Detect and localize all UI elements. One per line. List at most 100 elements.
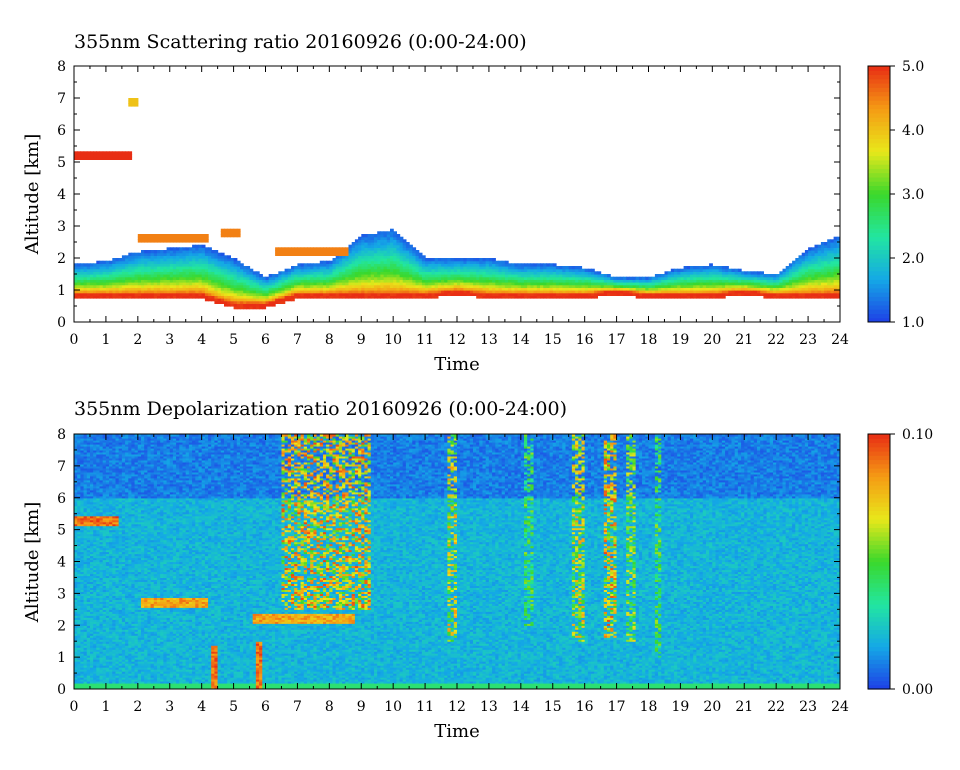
heatmap-cell bbox=[224, 268, 228, 272]
heatmap-cell bbox=[415, 282, 420, 286]
heatmap-cell bbox=[476, 295, 480, 299]
heatmap-cell bbox=[224, 282, 228, 286]
heatmap-cell bbox=[431, 290, 436, 294]
heatmap-cell bbox=[83, 268, 88, 272]
heatmap-cell bbox=[836, 290, 840, 294]
heatmap-cell bbox=[230, 295, 235, 299]
heatmap-cell bbox=[182, 271, 187, 275]
panel-2-heatmap bbox=[74, 434, 840, 689]
heatmap-cell bbox=[396, 282, 401, 286]
heatmap-cell bbox=[297, 274, 302, 278]
heatmap-cell bbox=[74, 617, 78, 620]
heatmap-cell bbox=[396, 236, 401, 240]
heatmap-cell bbox=[74, 521, 78, 525]
heatmap-cell bbox=[102, 284, 107, 288]
heatmap-cell bbox=[386, 236, 391, 240]
heatmap-cell bbox=[112, 271, 117, 275]
heatmap-cell bbox=[105, 279, 110, 283]
heatmap-cell bbox=[195, 274, 200, 278]
heatmap-cell bbox=[702, 276, 707, 280]
heatmap-cell bbox=[718, 266, 723, 270]
heatmap-cell bbox=[74, 154, 78, 158]
heatmap-cell bbox=[182, 234, 187, 238]
heatmap-cell bbox=[699, 284, 704, 288]
heatmap-cell bbox=[686, 290, 691, 294]
heatmap-cell bbox=[664, 279, 669, 283]
heatmap-cell bbox=[575, 290, 579, 294]
heatmap-cell bbox=[801, 282, 806, 286]
heatmap-cell bbox=[683, 292, 688, 296]
heatmap-cell bbox=[782, 290, 787, 294]
heatmap-cell bbox=[587, 276, 592, 280]
heatmap-cell bbox=[504, 292, 509, 296]
heatmap-cell bbox=[683, 284, 688, 288]
heatmap-cell bbox=[77, 669, 81, 672]
heatmap-cell bbox=[367, 282, 372, 286]
heatmap-cell bbox=[268, 295, 273, 299]
heatmap-cell bbox=[102, 266, 107, 270]
heatmap-cell bbox=[833, 260, 838, 264]
heatmap-cell bbox=[329, 263, 334, 267]
heatmap-cell bbox=[77, 553, 81, 557]
heatmap-cell bbox=[683, 271, 688, 275]
heatmap-cell bbox=[380, 255, 385, 259]
heatmap-cell bbox=[348, 284, 353, 288]
heatmap-cell bbox=[166, 284, 171, 288]
heatmap-cell bbox=[179, 250, 184, 254]
heatmap-cell bbox=[172, 276, 177, 280]
heatmap-cell bbox=[115, 258, 120, 262]
heatmap-cell bbox=[236, 287, 241, 291]
heatmap-cell bbox=[814, 263, 819, 267]
heatmap-cell bbox=[141, 252, 145, 256]
heatmap-cell bbox=[584, 295, 589, 299]
heatmap-cell bbox=[785, 279, 790, 283]
heatmap-cell bbox=[591, 290, 595, 294]
heatmap-cell bbox=[399, 260, 404, 264]
heatmap-cell bbox=[808, 266, 812, 270]
heatmap-cell bbox=[329, 271, 334, 275]
heatmap-cell bbox=[326, 287, 330, 291]
heatmap-cell bbox=[801, 260, 806, 264]
heatmap-cell bbox=[517, 290, 522, 294]
heatmap-cell bbox=[555, 274, 560, 278]
heatmap-cell bbox=[192, 252, 196, 256]
heatmap-cell bbox=[83, 290, 88, 294]
heatmap-cell bbox=[508, 287, 512, 291]
heatmap-cell bbox=[109, 271, 113, 275]
heatmap-cell bbox=[128, 255, 133, 259]
heatmap-cell bbox=[393, 242, 397, 246]
heatmap-cell bbox=[833, 258, 838, 262]
heatmap-cell bbox=[271, 303, 276, 307]
heatmap-cell bbox=[211, 290, 215, 294]
heatmap-cell bbox=[744, 279, 749, 283]
heatmap-cell bbox=[702, 271, 707, 275]
heatmap-cell bbox=[543, 276, 547, 280]
heatmap-cell bbox=[345, 268, 350, 272]
heatmap-cell bbox=[90, 154, 94, 158]
heatmap-cell bbox=[77, 657, 81, 660]
heatmap-cell bbox=[125, 295, 129, 299]
heatmap-cell bbox=[163, 252, 168, 256]
heatmap-cell bbox=[179, 258, 184, 262]
heatmap-cell bbox=[74, 647, 78, 650]
heatmap-cell bbox=[243, 276, 247, 280]
heatmap-cell bbox=[144, 279, 148, 283]
heatmap-cell bbox=[144, 236, 148, 240]
heatmap-cell bbox=[728, 284, 733, 288]
heatmap-cell bbox=[233, 303, 238, 307]
heatmap-cell bbox=[463, 268, 468, 272]
heatmap-cell bbox=[421, 266, 426, 270]
heatmap-cell bbox=[90, 151, 94, 155]
heatmap-cell bbox=[77, 493, 81, 497]
heatmap-cell bbox=[450, 282, 455, 286]
heatmap-cell bbox=[699, 290, 704, 294]
heatmap-cell bbox=[217, 284, 222, 288]
heatmap-cell bbox=[434, 263, 439, 267]
heatmap-cell bbox=[96, 295, 101, 299]
heatmap-cell bbox=[587, 295, 592, 299]
heatmap-cell bbox=[144, 290, 148, 294]
heatmap-cell bbox=[488, 282, 493, 286]
heatmap-cell bbox=[185, 260, 190, 264]
heatmap-cell bbox=[495, 266, 500, 270]
heatmap-cell bbox=[833, 282, 838, 286]
